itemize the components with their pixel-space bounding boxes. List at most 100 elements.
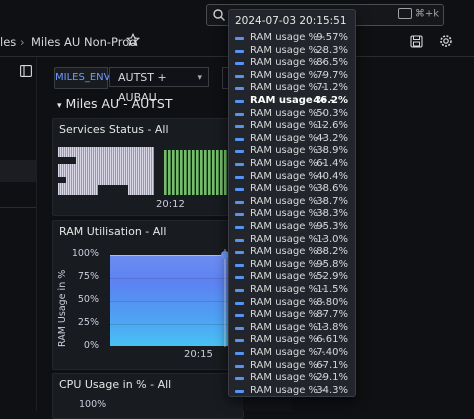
- tooltip-row: RAM usage % -7.40%: [229, 347, 355, 359]
- series-name: RAM usage % -: [250, 120, 325, 132]
- series-color-swatch: [235, 314, 244, 318]
- series-name: RAM usage % -: [250, 107, 325, 119]
- tooltip-row: RAM usage % -9.57%: [229, 32, 355, 44]
- series-value: 79.7%: [316, 69, 348, 81]
- series-color-swatch: [235, 352, 244, 355]
- series-name: RAM usage % -: [250, 195, 325, 207]
- breadcrumb-separator: ›: [20, 35, 25, 49]
- hover-point: [221, 251, 229, 259]
- chevron-down-icon: ▾: [57, 101, 62, 111]
- series-color-swatch: [235, 263, 244, 267]
- panel-title: RAM Utilisation - All: [59, 225, 167, 238]
- series-color-swatch: [235, 377, 244, 381]
- series-value: 38.6%: [316, 183, 348, 195]
- series-value: 67.1%: [316, 359, 348, 371]
- series-value: 61.4%: [316, 158, 348, 169]
- series-value: 88.2%: [316, 246, 348, 258]
- tooltip-row: RAM usage % -71.2%: [229, 82, 355, 94]
- series-color-swatch: [235, 213, 244, 217]
- star-icon[interactable]: [126, 33, 140, 47]
- y-axis-tick: 100%: [79, 399, 107, 410]
- series-value: 7.40%: [316, 347, 348, 358]
- series-color-swatch: [235, 289, 244, 292]
- series-name: RAM usage % -: [250, 44, 325, 56]
- series-name: RAM usage % -: [250, 208, 325, 220]
- series-color-swatch: [235, 100, 244, 103]
- series-value: 50.3%: [316, 107, 348, 119]
- y-axis-tick: 75%: [77, 271, 99, 282]
- x-axis-tick: 20:12: [156, 199, 185, 210]
- series-color-swatch: [235, 49, 244, 53]
- series-value: 86.5%: [316, 57, 348, 69]
- series-name: RAM usage % -: [250, 384, 325, 396]
- variable-select[interactable]: AUTST + AUBAU ▾: [109, 67, 209, 104]
- series-name: RAM usage % -: [250, 95, 334, 106]
- series-value: 12.6%: [316, 120, 348, 132]
- side-menu-selected-item[interactable]: [0, 160, 36, 182]
- series-name: RAM usage % -: [250, 170, 325, 182]
- series-name: RAM usage % -: [250, 183, 325, 195]
- series-name: RAM usage % -: [250, 233, 325, 245]
- series-color-swatch: [235, 301, 244, 305]
- series-color-swatch: [235, 251, 244, 255]
- series-color-swatch: [235, 163, 244, 166]
- save-icon[interactable]: [410, 35, 423, 48]
- tooltip-row: RAM usage % -38.6%: [229, 183, 355, 195]
- tooltip-row: RAM usage % -46.2%: [229, 95, 355, 107]
- tooltip-row: RAM usage % -61.4%: [229, 158, 355, 170]
- ram-utilisation-panel[interactable]: RAM Utilisation - All RAM Usage in % 100…: [52, 220, 244, 370]
- series-name: RAM usage % -: [250, 372, 325, 384]
- tooltip-row: RAM usage % -38.9%: [229, 145, 355, 157]
- tooltip-row: RAM usage % -67.1%: [229, 360, 355, 372]
- series-name: RAM usage % -: [250, 221, 325, 232]
- series-name: RAM usage % -: [250, 158, 325, 169]
- series-color-swatch: [235, 137, 244, 141]
- series-name: RAM usage % -: [250, 246, 325, 258]
- tooltip-row: RAM usage % -50.3%: [229, 108, 355, 120]
- series-value: 40.4%: [316, 170, 348, 182]
- search-icon: [213, 9, 225, 21]
- series-name: RAM usage % -: [250, 69, 325, 81]
- series-name: RAM usage % -: [250, 82, 325, 94]
- series-value: 38.9%: [316, 145, 348, 157]
- grid-line: [110, 278, 230, 279]
- series-value: 38.7%: [316, 195, 348, 207]
- services-status-grey-bars: [58, 147, 154, 195]
- series-color-swatch: [235, 276, 244, 280]
- tooltip-row: RAM usage % -87.7%: [229, 309, 355, 321]
- series-color-swatch: [235, 112, 244, 116]
- tooltip-row: RAM usage % -95.3%: [229, 221, 355, 233]
- series-name: RAM usage % -: [250, 57, 325, 69]
- dock-panel-icon[interactable]: [20, 65, 32, 77]
- services-status-panel[interactable]: Services Status - All 20:12: [52, 118, 244, 216]
- cpu-usage-panel[interactable]: CPU Usage in % - All 100%: [52, 373, 244, 419]
- tooltip-row: RAM usage % -13.0%: [229, 234, 355, 246]
- series-color-swatch: [235, 150, 244, 154]
- side-menu-divider: [0, 207, 36, 208]
- tooltip-row: RAM usage % -13.8%: [229, 322, 355, 334]
- series-value: 28.3%: [316, 44, 348, 56]
- grid-line: [110, 301, 230, 302]
- search-shortcut: ⌘+k: [397, 8, 439, 20]
- series-value: 95.8%: [316, 258, 348, 270]
- panel-title: Services Status - All: [59, 123, 169, 136]
- series-name: RAM usage % -: [250, 284, 325, 295]
- tooltip-row: RAM usage % -12.6%: [229, 120, 355, 132]
- tooltip-row: RAM usage % -29.1%: [229, 372, 355, 384]
- series-value: 95.3%: [316, 221, 348, 232]
- tooltip-row: RAM usage % -11.5%: [229, 284, 355, 296]
- breadcrumb-parent[interactable]: les: [0, 35, 17, 49]
- tooltip-row: RAM usage % -52.9%: [229, 271, 355, 283]
- y-axis-tick: 100%: [71, 248, 99, 259]
- row-title[interactable]: ▾ Miles AU - AUTST: [57, 96, 173, 111]
- gear-icon[interactable]: [439, 34, 453, 48]
- hover-crosshair: [224, 249, 226, 347]
- tooltip-row: RAM usage % -86.5%: [229, 57, 355, 69]
- series-value: 46.2%: [313, 95, 348, 106]
- series-color-swatch: [235, 238, 244, 242]
- y-axis-tick: 0%: [83, 340, 99, 351]
- tooltip-row: RAM usage % -34.3%: [229, 385, 355, 397]
- services-status-green-bars: [164, 150, 230, 195]
- series-value: 8.80%: [316, 296, 348, 308]
- tooltip-row: RAM usage % -40.4%: [229, 171, 355, 183]
